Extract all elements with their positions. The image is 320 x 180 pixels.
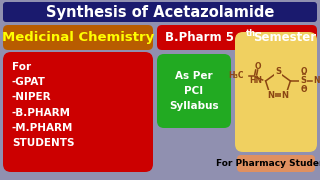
Text: O: O <box>301 86 308 94</box>
FancyBboxPatch shape <box>157 25 317 50</box>
Text: O: O <box>301 68 308 76</box>
Text: HN: HN <box>250 76 263 86</box>
Text: B.Pharm 5: B.Pharm 5 <box>165 31 234 44</box>
Text: th: th <box>246 29 256 38</box>
FancyBboxPatch shape <box>3 25 153 50</box>
Text: Medicinal Chemistry: Medicinal Chemistry <box>2 31 154 44</box>
FancyBboxPatch shape <box>3 52 153 172</box>
Text: Semester: Semester <box>253 31 316 44</box>
FancyBboxPatch shape <box>3 2 317 22</box>
Text: NH₂: NH₂ <box>313 76 320 86</box>
Text: Synthesis of Acetazolamide: Synthesis of Acetazolamide <box>46 4 274 19</box>
Text: H₃C: H₃C <box>228 71 244 80</box>
Text: S: S <box>300 76 306 86</box>
FancyBboxPatch shape <box>157 54 231 128</box>
FancyBboxPatch shape <box>235 32 317 152</box>
Text: For Pharmacy Students: For Pharmacy Students <box>216 159 320 168</box>
Text: S: S <box>275 68 281 76</box>
Text: O: O <box>254 62 261 71</box>
Text: For
-GPAT
-NIPER
-B.PHARM
-M.PHARM
STUDENTS: For -GPAT -NIPER -B.PHARM -M.PHARM STUDE… <box>12 62 75 148</box>
Text: As Per
PCI
Syllabus: As Per PCI Syllabus <box>169 71 219 111</box>
FancyBboxPatch shape <box>237 155 315 172</box>
Text: N: N <box>267 91 274 100</box>
Text: N: N <box>282 91 289 100</box>
